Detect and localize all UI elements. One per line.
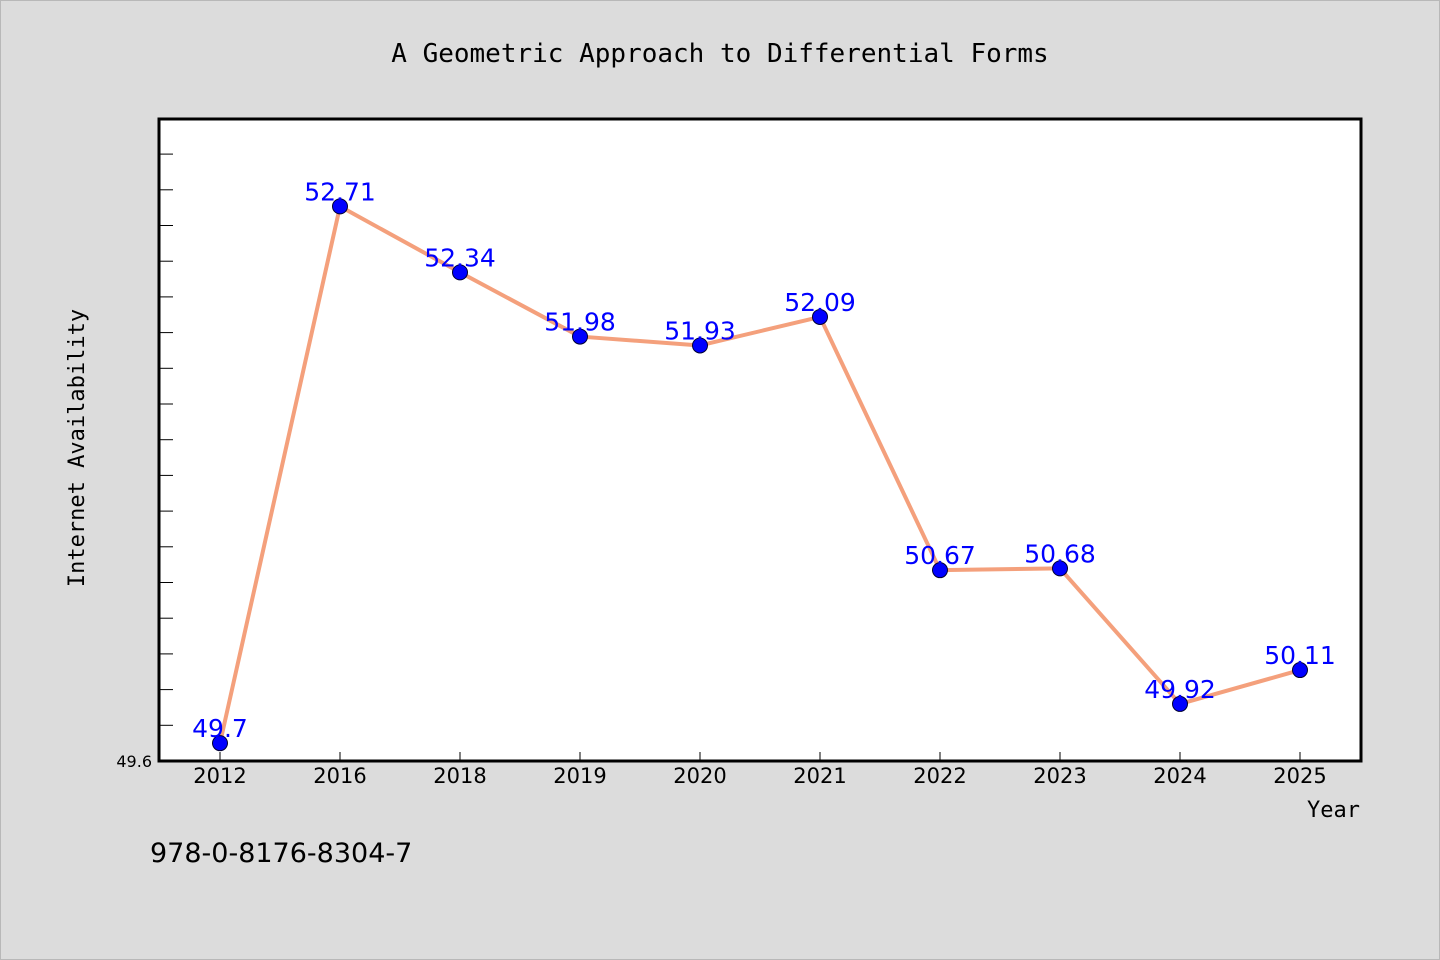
data-point <box>1292 662 1308 679</box>
data-label: 50.11 <box>1264 641 1336 670</box>
x-tick-label: 2020 <box>673 764 726 788</box>
data-point <box>1052 560 1068 577</box>
x-tick-label: 2025 <box>1273 764 1326 788</box>
y-tick-label: 49.6 <box>116 752 152 771</box>
data-label: 52.34 <box>424 243 496 272</box>
data-point <box>332 198 348 215</box>
series-line-path <box>218 204 1302 746</box>
data-label: 51.98 <box>544 308 616 337</box>
data-label: 51.93 <box>664 316 736 345</box>
data-labels: 49.7 52.71 52.34 51.98 51.93 52.09 50.67 50.68 4… <box>192 177 1336 743</box>
x-tick-label: 2024 <box>1153 764 1206 788</box>
data-label: 52.09 <box>784 288 856 317</box>
x-tick-label: 2023 <box>1033 764 1086 788</box>
x-tick-label: 2022 <box>913 764 966 788</box>
y-minor-ticks <box>159 153 173 726</box>
x-tick-label: 2012 <box>193 764 246 788</box>
data-point <box>452 264 468 281</box>
data-point <box>1172 695 1188 712</box>
plot-area <box>157 117 1363 763</box>
x-tick-label: 2019 <box>553 764 606 788</box>
x-tick-label: 2018 <box>433 764 486 788</box>
data-label: 50.67 <box>904 541 976 570</box>
series-line <box>218 204 1302 746</box>
data-point <box>692 337 708 354</box>
data-label: 49.7 <box>192 714 248 743</box>
chart-title: A Geometric Approach to Differential For… <box>391 39 1048 69</box>
x-axis-label: Year <box>1307 798 1360 823</box>
x-ticks: 2012 2016 2018 2019 2020 2021 2022 2023 2024 2025 <box>193 752 1327 788</box>
data-point <box>932 562 948 579</box>
y-axis-label: Internet Availability <box>65 309 90 587</box>
data-label: 50.68 <box>1024 539 1096 568</box>
data-point <box>212 735 228 752</box>
isbn-text: 978-0-8176-8304-7 <box>150 838 412 869</box>
data-point <box>812 308 828 325</box>
data-label: 52.71 <box>304 177 376 206</box>
x-tick-label: 2016 <box>313 764 366 788</box>
data-point <box>572 328 588 345</box>
data-markers <box>212 198 1308 752</box>
data-label: 49.92 <box>1144 675 1216 704</box>
x-tick-label: 2021 <box>793 764 846 788</box>
